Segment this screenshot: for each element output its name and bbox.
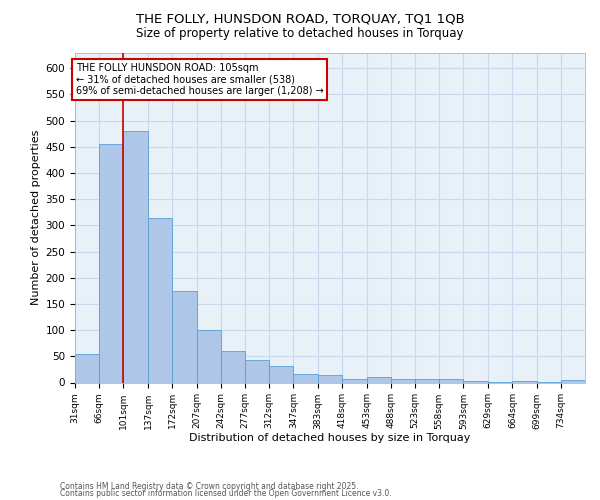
Bar [293, 374, 318, 382]
Bar [99, 144, 124, 382]
X-axis label: Distribution of detached houses by size in Torquay: Distribution of detached houses by size … [190, 433, 470, 443]
Bar [124, 131, 148, 382]
Bar [391, 379, 415, 382]
Bar [172, 291, 197, 382]
Text: Size of property relative to detached houses in Torquay: Size of property relative to detached ho… [136, 28, 464, 40]
Bar [415, 380, 439, 382]
Text: THE FOLLY, HUNSDON ROAD, TORQUAY, TQ1 1QB: THE FOLLY, HUNSDON ROAD, TORQUAY, TQ1 1Q… [136, 12, 464, 26]
Text: Contains HM Land Registry data © Crown copyright and database right 2025.: Contains HM Land Registry data © Crown c… [60, 482, 359, 491]
Bar [561, 380, 585, 382]
Text: Contains public sector information licensed under the Open Government Licence v3: Contains public sector information licen… [60, 489, 392, 498]
Bar [269, 366, 293, 382]
Bar [343, 379, 367, 382]
Y-axis label: Number of detached properties: Number of detached properties [31, 130, 41, 305]
Text: THE FOLLY HUNSDON ROAD: 105sqm
← 31% of detached houses are smaller (538)
69% of: THE FOLLY HUNSDON ROAD: 105sqm ← 31% of … [76, 63, 323, 96]
Bar [439, 379, 463, 382]
Bar [148, 218, 172, 382]
Bar [75, 354, 99, 382]
Bar [318, 374, 343, 382]
Bar [245, 360, 269, 382]
Bar [367, 378, 391, 382]
Bar [197, 330, 221, 382]
Bar [221, 351, 245, 382]
